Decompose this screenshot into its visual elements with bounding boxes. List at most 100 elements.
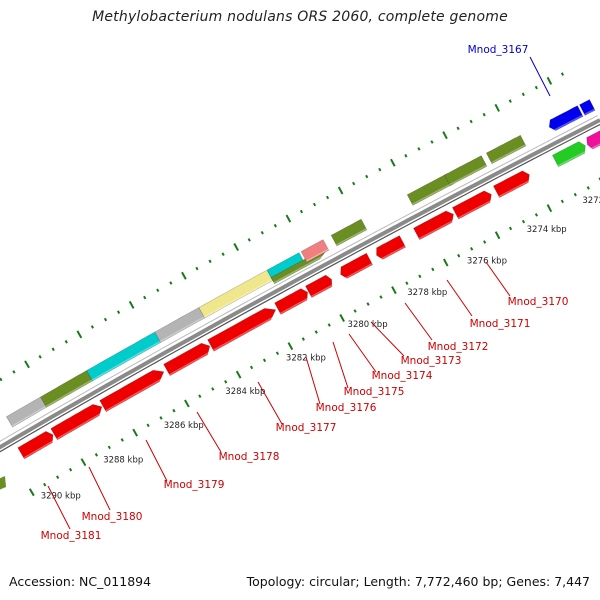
gene-reverse (406, 173, 454, 206)
tick-mark (546, 76, 553, 85)
tick-label: 3276 kbp (467, 256, 507, 266)
tick-mark (146, 423, 150, 428)
tick-label: 3278 kbp (407, 288, 447, 298)
gene-label-leader (145, 439, 168, 482)
tick-mark (68, 467, 73, 472)
tick-mark (508, 226, 513, 231)
tick-mark (508, 99, 512, 103)
tick-mark (103, 317, 108, 322)
gene-label: Mnod_3167 (468, 44, 529, 56)
gene-label: Mnod_3175 (344, 386, 405, 398)
tick-mark (249, 365, 254, 370)
tick-mark (76, 330, 83, 339)
gene-label: Mnod_3174 (372, 370, 433, 382)
tick-mark (285, 214, 292, 223)
gene-forward (376, 235, 407, 260)
gene-forward (551, 141, 586, 168)
tick-mark (247, 238, 251, 242)
tick-mark (211, 387, 215, 391)
tick-mark (586, 186, 590, 190)
gene-label-leader (446, 279, 473, 317)
gene-forward-highlight (213, 313, 279, 351)
tick-mark (456, 126, 460, 131)
gene-forward-highlight (279, 296, 311, 315)
genome-backbone (0, 118, 600, 450)
tick-mark (43, 482, 47, 487)
tick-mark (314, 330, 318, 334)
gene-label-leader (305, 356, 321, 405)
tick-mark (546, 204, 553, 213)
tick-mark (560, 199, 564, 204)
gene-label-leader (348, 333, 377, 373)
tick-mark (470, 247, 474, 251)
tick-mark (184, 399, 190, 408)
tick-mark (275, 351, 280, 356)
tick-mark (404, 153, 408, 158)
tick-mark (353, 309, 357, 313)
gene-reverse-highlight (159, 316, 205, 343)
tick-mark (24, 360, 30, 369)
gene-reverse-highlight (305, 248, 329, 262)
gene-reverse (579, 99, 596, 116)
gene-label: Mnod_3178 (219, 451, 280, 463)
gene-label: Mnod_3171 (470, 318, 531, 330)
tick-mark (260, 230, 264, 235)
tick-mark (107, 445, 111, 450)
gene-forward (340, 252, 374, 279)
tick-mark (94, 452, 99, 457)
tick-label: 3274 kbp (527, 225, 567, 235)
tick-mark (442, 131, 448, 140)
gene-forward (163, 342, 211, 377)
gene-forward-highlight (498, 178, 533, 198)
tick-mark (494, 103, 500, 112)
tick-mark (128, 300, 135, 309)
tick-mark (221, 252, 225, 256)
gene-label: Mnod_3179 (164, 479, 225, 491)
gene-forward (99, 369, 165, 413)
tick-mark (0, 377, 3, 382)
tick-mark (390, 158, 396, 167)
gene-forward (207, 308, 277, 352)
tick-mark (534, 85, 538, 90)
gene-reverse-highlight (412, 182, 453, 206)
tick-mark (573, 192, 577, 197)
tick-mark (405, 281, 409, 285)
tick-mark (366, 302, 370, 306)
gene-forward (305, 274, 333, 298)
gene-label-leader (88, 466, 111, 511)
tick-mark (417, 147, 421, 151)
tick-mark (443, 258, 449, 267)
tick-mark (494, 231, 501, 240)
gene-reverse-highlight (11, 405, 47, 427)
gene-label: Mnod_3180 (82, 511, 143, 523)
gene-label: Mnod_3170 (508, 296, 569, 308)
tick-mark (521, 219, 526, 224)
tick-mark (235, 370, 242, 379)
gene-label-leader (370, 321, 405, 357)
gene-forward-highlight (169, 350, 213, 376)
gene-forward-highlight (342, 263, 373, 281)
tick-mark (301, 337, 305, 341)
tick-mark (482, 112, 486, 117)
tick-label: 3272 kbp (582, 196, 600, 206)
gene-reverse-highlight (273, 253, 327, 284)
gene-reverse-highlight (91, 340, 161, 381)
tick-mark (208, 259, 212, 264)
gene-label: Mnod_3172 (428, 341, 489, 353)
map-title: Methylobacterium nodulans ORS 2060, comp… (92, 9, 508, 25)
tick-mark (195, 266, 199, 271)
gene-forward (17, 431, 54, 460)
gene-forward-highlight (23, 438, 57, 459)
gene-label-leader (257, 381, 283, 425)
tick-mark (120, 438, 124, 442)
tick-mark (560, 72, 565, 76)
tick-mark (391, 286, 397, 295)
tick-mark (325, 195, 330, 200)
tick-mark (262, 358, 267, 363)
tick-label: 3286 kbp (164, 421, 204, 431)
tick-mark (198, 394, 202, 398)
gene-label-leader (404, 302, 433, 341)
tick-mark (181, 271, 187, 280)
tick-mark (534, 213, 539, 217)
gene-label-leader (485, 261, 511, 297)
